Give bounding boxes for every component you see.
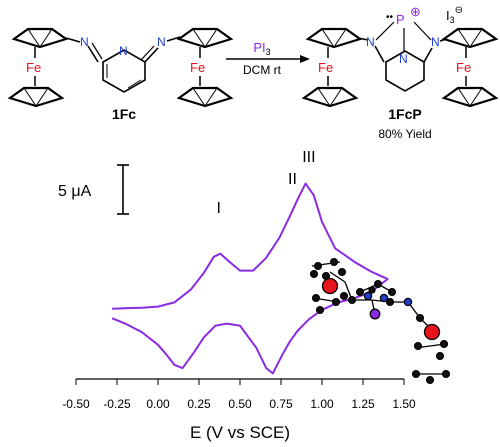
counter-ion-subscript: 3: [450, 15, 455, 25]
counter-ion-charge: ⊖: [455, 5, 463, 16]
reagent-subscript: 3: [266, 47, 271, 57]
peak-label: I: [216, 200, 220, 217]
peak-label: II: [288, 171, 297, 188]
x-axis-label: E (V vs SCE): [190, 423, 290, 442]
n-atom-imine-left: N: [80, 35, 89, 49]
x-tick-label: -0.25: [103, 397, 131, 411]
p-atom: P: [396, 12, 405, 27]
fe-atom-product-left: Fe: [318, 60, 333, 75]
fe-atom-product-right: Fe: [456, 60, 471, 75]
n-atom-product-2: N: [431, 35, 440, 49]
n-atom-product-pyridine: N: [399, 52, 408, 66]
scale-bar: 5 μA: [58, 164, 129, 215]
product-molecule: Fe N N P •• ⊕ N Fe I3⊖ 1FcP 80% Yield: [302, 4, 498, 141]
x-tick-label: 0.00: [146, 397, 170, 411]
reaction-arrow: PI3 DCM rt: [226, 40, 310, 77]
crystal-structure-inset: [309, 257, 451, 385]
reagent-element: PI: [253, 40, 265, 55]
yield-text: 80% Yield: [378, 127, 431, 141]
x-tick-label: 0.75: [269, 397, 293, 411]
x-tick-label: -0.50: [62, 397, 90, 411]
x-axis: -0.50 -0.25 0.00 0.25 0.50 0.75 1.00 1.25 1.50 E…: [62, 378, 416, 442]
x-tick-label: 1.00: [310, 397, 334, 411]
cv-curve: [111, 182, 389, 375]
x-tick-label: 1.25: [351, 397, 375, 411]
reactant-label: 1Fc: [112, 106, 136, 122]
svg-text:PI3: PI3: [253, 40, 270, 57]
product-label: 1FcP: [388, 106, 421, 122]
x-tick-label: 0.25: [187, 397, 211, 411]
reaction-scheme: Fe N N N Fe 1Fc PI3 DCM: [8, 4, 498, 141]
p-lone-pair: ••: [386, 12, 394, 23]
peak-label: III: [302, 149, 315, 166]
n-atom-product-1: N: [366, 35, 375, 49]
fe-atom-left: Fe: [26, 60, 41, 75]
counter-ion: I: [446, 8, 450, 23]
n-atom-pyridine-left: N: [119, 44, 128, 58]
fe-atom-right: Fe: [190, 60, 205, 75]
n-atom-imine-right: N: [157, 35, 166, 49]
reactant-molecule: Fe N N N Fe 1Fc: [8, 27, 233, 122]
scale-bar-label: 5 μA: [58, 183, 92, 200]
p-charge: ⊕: [410, 4, 421, 19]
svg-text:I3⊖: I3⊖: [446, 5, 463, 25]
x-ticks: -0.50 -0.25 0.00 0.25 0.50 0.75 1.00 1.25 1.50: [62, 379, 416, 411]
x-tick-label: 0.50: [228, 397, 252, 411]
reaction-conditions: DCM rt: [243, 63, 282, 77]
x-tick-label: 1.50: [392, 397, 416, 411]
